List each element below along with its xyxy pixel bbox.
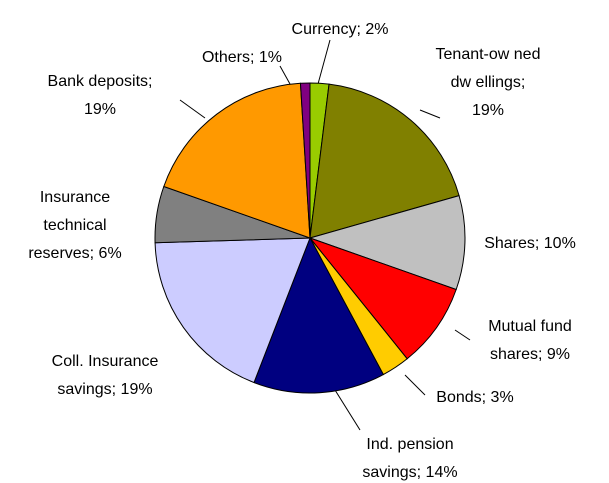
data-label: Currency; 2%	[292, 21, 389, 38]
data-label: Mutual fund shares; 9%	[488, 318, 572, 363]
leader-line	[279, 65, 291, 85]
data-label: Tenant-ow ned dw ellings; 19%	[436, 46, 541, 119]
pie-slice	[154, 237, 311, 384]
data-label: Bank deposits; 19%	[48, 73, 153, 118]
leader-line	[317, 39, 331, 85]
pie-slice	[299, 82, 311, 239]
leader-line	[454, 329, 471, 341]
leader-line	[334, 389, 361, 431]
pie-slice	[253, 236, 385, 394]
data-label: Others; 1%	[202, 49, 282, 66]
data-label: Shares; 10%	[484, 235, 576, 252]
pie-slice	[308, 194, 466, 291]
pie-slice	[308, 236, 457, 360]
data-label: Insurance technical reserves; 6%	[28, 189, 121, 262]
pie-slice	[163, 82, 311, 239]
leader-line	[179, 99, 206, 119]
data-label: Bonds; 3%	[436, 389, 513, 406]
data-label: Coll. Insurance savings; 19%	[52, 353, 159, 398]
data-label: Ind. pension savings; 14%	[362, 436, 457, 481]
leader-line	[419, 109, 441, 119]
leader-lines	[179, 39, 471, 431]
leader-line	[404, 374, 426, 396]
pie-slice	[309, 83, 460, 239]
